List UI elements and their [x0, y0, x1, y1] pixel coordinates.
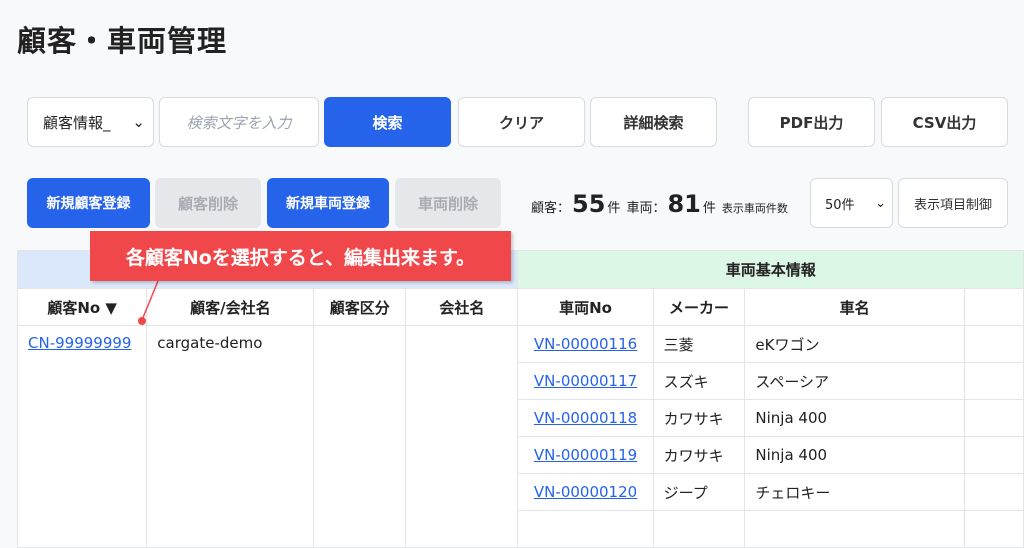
vehicle-group-header: 車両基本情報	[517, 250, 1024, 289]
customer-no-link[interactable]: CN-99999999	[28, 334, 132, 352]
chevron-down-icon: ⌄	[132, 113, 145, 131]
header-vehicle-name: 車名	[744, 288, 965, 326]
customer-vehicle-table: 車両基本情報 顧客No ▼ 顧客/会社名 顧客区分 会社名 車両No メーカー …	[16, 250, 1024, 548]
header-customer-name: 顧客/会社名	[146, 288, 315, 326]
table-row: VN-00000117 スズキ スペーシア	[18, 362, 1024, 400]
page-title: 顧客・車両管理	[17, 24, 228, 58]
clear-button[interactable]: クリア	[458, 97, 585, 147]
maker-cell: ジープ	[652, 473, 746, 511]
vehicle-no-link[interactable]: VN-00000117	[533, 372, 638, 390]
chevron-down-icon: ⌄	[875, 195, 886, 211]
record-counts: 顧客： 55 件 車両： 81 件 表示車両件数	[531, 190, 788, 218]
vehicle-name-cell: Ninja 400	[744, 399, 965, 437]
delete-customer-button[interactable]: 顧客削除	[155, 178, 261, 228]
header-maker: メーカー	[652, 288, 746, 326]
csv-export-button[interactable]: CSV出力	[881, 97, 1008, 147]
column-control-button[interactable]: 表示項目制御	[898, 178, 1008, 228]
customer-name: cargate-demo	[146, 325, 315, 548]
header-customer-no[interactable]: 顧客No ▼	[16, 288, 148, 326]
advanced-search-button[interactable]: 詳細検索	[590, 97, 717, 147]
vehicle-no-link[interactable]: VN-00000120	[533, 483, 638, 501]
maker-cell: スズキ	[652, 362, 746, 400]
vehicle-name-cell: チェロキー	[744, 473, 965, 511]
delete-vehicle-button[interactable]: 車両削除	[395, 178, 501, 228]
vehicle-name-cell: スペーシア	[744, 362, 965, 400]
callout-pointer	[138, 280, 159, 325]
header-vehicle-no: 車両No	[517, 288, 654, 326]
search-field-select[interactable]: 顧客情報_ ⌄	[27, 97, 154, 147]
pdf-export-button[interactable]: PDF出力	[748, 97, 875, 147]
search-input[interactable]: 検索文字を入力	[159, 97, 319, 147]
header-company: 会社名	[405, 288, 519, 326]
new-customer-button[interactable]: 新規顧客登録	[27, 178, 150, 228]
vehicle-no-link[interactable]: VN-00000119	[533, 446, 638, 464]
maker-cell: カワサキ	[652, 399, 746, 437]
vehicle-no-link[interactable]: VN-00000116	[533, 335, 638, 353]
new-vehicle-button[interactable]: 新規車両登録	[267, 178, 389, 228]
per-page-select[interactable]: 50件 ⌄	[810, 178, 893, 228]
table-row: VN-00000120 ジープ チェロキー	[18, 473, 1024, 511]
callout-tooltip: 各顧客Noを選択すると、編集出来ます。	[90, 231, 511, 281]
vehicle-no-link[interactable]: VN-00000118	[533, 409, 638, 427]
search-button[interactable]: 検索	[324, 97, 451, 147]
